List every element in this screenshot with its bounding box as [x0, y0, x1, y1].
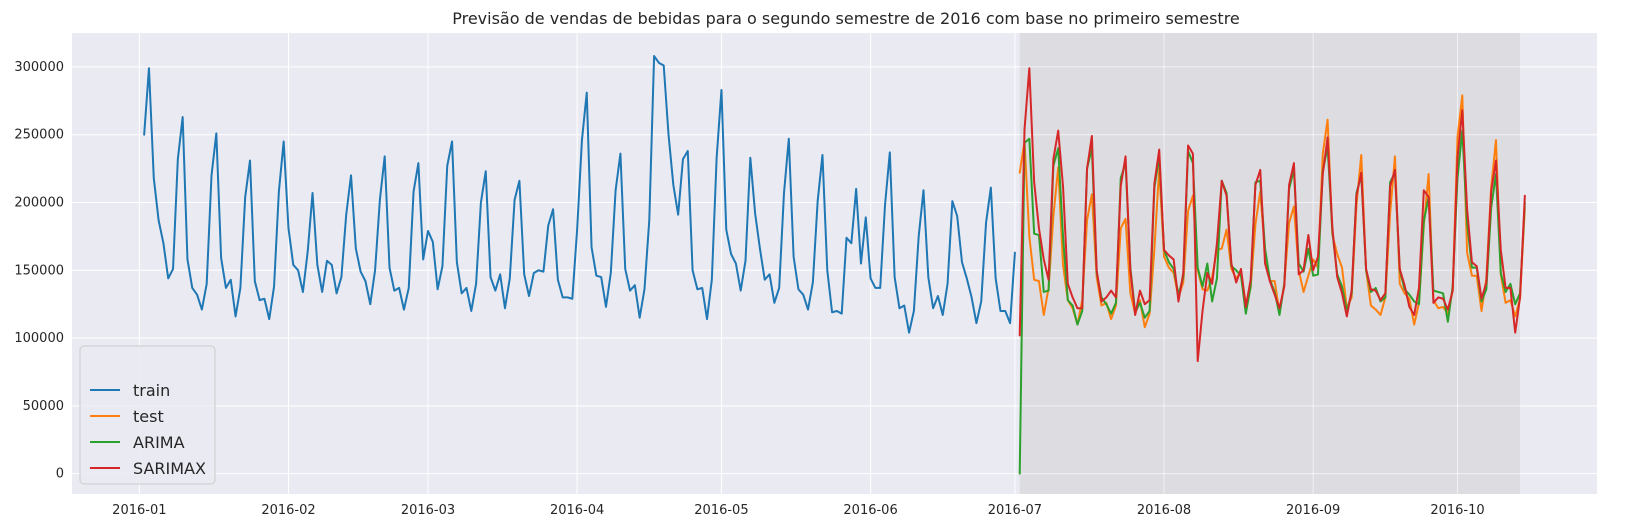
legend-label-test: test [133, 407, 164, 426]
grid-over-shading [1019, 33, 1521, 494]
legend-label-sarimax: SARIMAX [133, 459, 206, 478]
x-tick-label: 2016-09 [1286, 503, 1340, 518]
x-tick-label: 2016-02 [261, 503, 315, 518]
x-tick-label: 2016-07 [988, 503, 1042, 518]
x-tick-label: 2016-04 [550, 503, 604, 518]
series-line-sarimax [1018, 67, 1526, 363]
y-tick-label: 50000 [23, 399, 64, 414]
forecast-period-shading [1019, 33, 1521, 494]
series-line-train [143, 55, 1016, 334]
series-line-test [1018, 94, 1526, 329]
y-tick-label: 300000 [14, 60, 64, 75]
y-tick-label: 100000 [14, 331, 64, 346]
y-tick-label: 0 [56, 467, 64, 482]
x-tick-label: 2016-01 [112, 503, 166, 518]
legend: train test ARIMA SARIMAX [79, 345, 216, 485]
x-tick-label: 2016-03 [401, 503, 455, 518]
legend-label-train: train [133, 381, 170, 400]
y-tick-labels: 0 50000 100000 150000 200000 250000 300000 [14, 60, 64, 482]
legend-label-arima: ARIMA [133, 433, 185, 452]
x-tick-label: 2016-08 [1137, 503, 1191, 518]
y-tick-label: 150000 [14, 263, 64, 278]
x-tick-label: 2016-05 [694, 503, 748, 518]
x-tick-labels: 2016-01 2016-02 2016-03 2016-04 2016-05 2016-… [112, 503, 1484, 518]
y-tick-label: 200000 [14, 195, 64, 210]
series-lines [143, 55, 1526, 475]
chart-title: Previsão de vendas de bebidas para o seg… [452, 9, 1240, 28]
x-tick-label: 2016-10 [1430, 503, 1484, 518]
y-tick-label: 250000 [14, 128, 64, 143]
x-tick-label: 2016-06 [843, 503, 897, 518]
legend-box [79, 345, 216, 485]
